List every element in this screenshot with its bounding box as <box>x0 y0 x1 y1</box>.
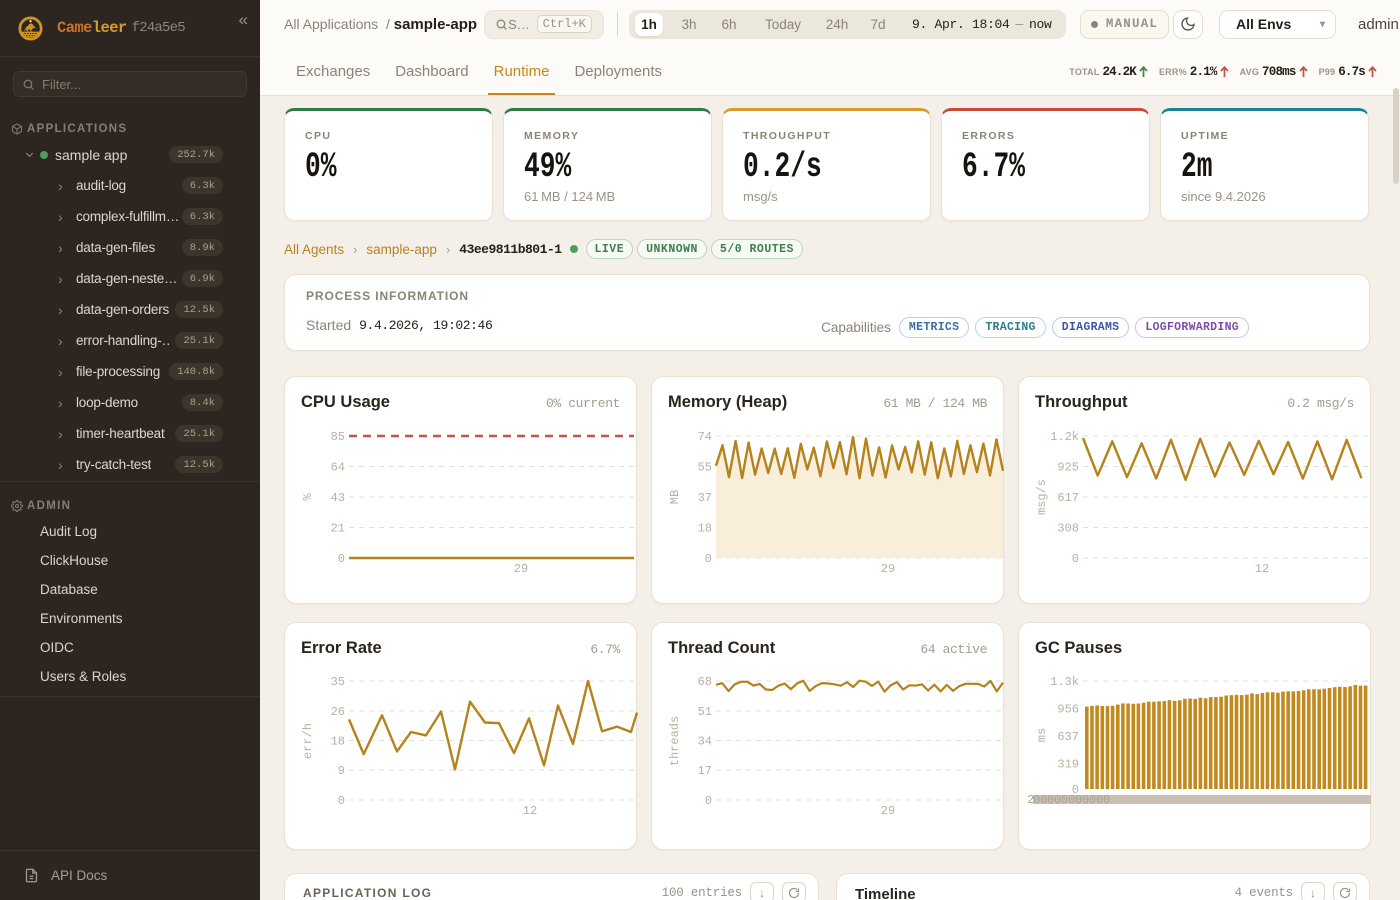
svg-text:0: 0 <box>705 794 712 808</box>
svg-text:0: 0 <box>338 794 345 808</box>
svg-text:0: 0 <box>1089 793 1096 807</box>
svg-text:ms: ms <box>1035 728 1049 742</box>
svg-text:msg/s: msg/s <box>1035 479 1049 515</box>
svg-text:17: 17 <box>698 764 712 778</box>
svg-text:0: 0 <box>1033 793 1040 807</box>
svg-text:37: 37 <box>698 491 712 505</box>
svg-text:26: 26 <box>331 705 345 719</box>
svg-text:err/h: err/h <box>301 723 315 759</box>
svg-text:68: 68 <box>698 675 712 689</box>
svg-text:0: 0 <box>1068 793 1075 807</box>
svg-text:637: 637 <box>1057 730 1079 744</box>
svg-text:%: % <box>301 493 315 501</box>
svg-text:29: 29 <box>881 562 895 576</box>
svg-text:925: 925 <box>1057 461 1079 475</box>
svg-text:319: 319 <box>1057 758 1079 772</box>
svg-text:21: 21 <box>331 522 345 536</box>
svg-text:0: 0 <box>1096 793 1103 807</box>
svg-text:12: 12 <box>523 804 537 818</box>
svg-text:0: 0 <box>705 552 712 566</box>
svg-text:18: 18 <box>331 735 345 749</box>
svg-text:threads: threads <box>668 716 682 766</box>
svg-text:MB: MB <box>668 490 682 504</box>
svg-text:0: 0 <box>1072 783 1079 797</box>
svg-text:18: 18 <box>698 522 712 536</box>
svg-text:29: 29 <box>881 804 895 818</box>
svg-text:9: 9 <box>338 764 345 778</box>
svg-text:0: 0 <box>1103 793 1110 807</box>
svg-text:0: 0 <box>1072 552 1079 566</box>
svg-text:2: 2 <box>1027 793 1034 807</box>
svg-text:1.3k: 1.3k <box>1050 675 1079 689</box>
svg-text:0: 0 <box>1082 793 1089 807</box>
svg-text:74: 74 <box>698 430 712 444</box>
svg-text:85: 85 <box>331 430 345 444</box>
svg-text:1.2k: 1.2k <box>1050 430 1079 444</box>
svg-text:34: 34 <box>698 735 712 749</box>
svg-text:956: 956 <box>1057 703 1079 717</box>
svg-text:29: 29 <box>514 562 528 576</box>
svg-text:0: 0 <box>1047 793 1054 807</box>
svg-text:12: 12 <box>1255 562 1269 576</box>
svg-text:617: 617 <box>1057 491 1079 505</box>
svg-text:51: 51 <box>698 705 712 719</box>
svg-text:55: 55 <box>698 461 712 475</box>
svg-text:0: 0 <box>1061 793 1068 807</box>
svg-text:0: 0 <box>1040 793 1047 807</box>
svg-text:43: 43 <box>331 491 345 505</box>
svg-text:0: 0 <box>1054 793 1061 807</box>
svg-text:64: 64 <box>331 461 345 475</box>
svg-text:35: 35 <box>331 675 345 689</box>
svg-text:0: 0 <box>1075 793 1082 807</box>
svg-text:308: 308 <box>1057 522 1079 536</box>
svg-text:0: 0 <box>338 552 345 566</box>
